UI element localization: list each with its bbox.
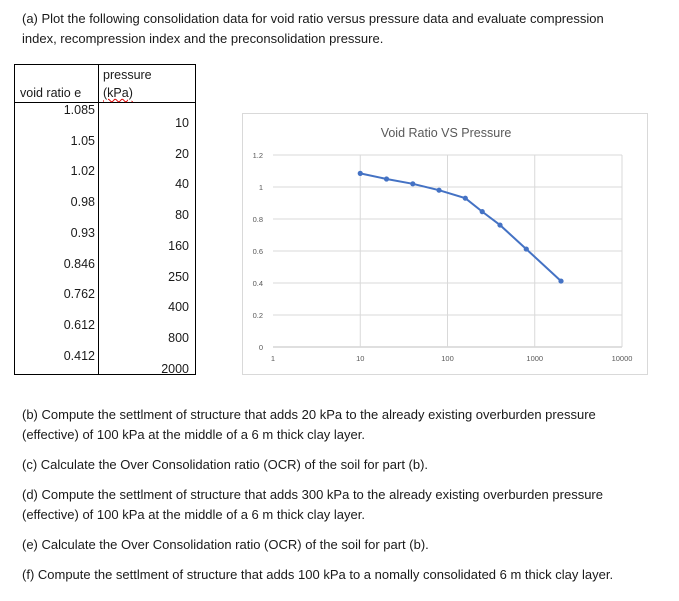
void-ratio-cell: 0.412	[63, 348, 95, 363]
y-tick-label: 0.8	[253, 215, 263, 224]
y-tick-label: 1.2	[253, 151, 263, 160]
chart-title: Void Ratio VS Pressure	[381, 126, 512, 140]
x-tick-label: 100	[441, 354, 454, 363]
void-ratio-cell: 0.612	[63, 317, 95, 332]
question-line: (d) Compute the settlment of structure t…	[22, 487, 603, 502]
void-ratio-cell: 1.02	[70, 164, 95, 179]
y-tick-label: 0.4	[253, 279, 263, 288]
pressure-cell: 2000	[161, 361, 189, 376]
y-tick-label: 0.2	[253, 311, 263, 320]
void-ratio-cell: 0.846	[63, 256, 95, 271]
y-tick-label: 1	[259, 183, 263, 192]
header-pressure: pressure	[103, 68, 152, 82]
data-point	[558, 278, 564, 284]
x-tick-label: 10	[356, 354, 364, 363]
void-ratio-cell: 0.98	[70, 195, 95, 210]
y-tick-label: 0	[259, 343, 263, 352]
pressure-cell: 10	[175, 116, 189, 130]
y-tick-label: 0.6	[253, 247, 263, 256]
void-ratio-chart: Void Ratio VS Pressure 0 0.2 0.4 0.6 0.8 1 1.2…	[242, 113, 648, 375]
question-line: (c) Calculate the Over Consolidation rat…	[22, 457, 429, 472]
table-divider	[15, 102, 195, 103]
question-a-line-1: (a) Plot the following consolidation dat…	[22, 11, 604, 26]
data-point	[383, 176, 390, 182]
data-point	[436, 187, 442, 193]
pressure-cell: 40	[175, 177, 189, 192]
question-line: (f) Compute the settlment of structure t…	[22, 567, 614, 582]
chart-svg: Void Ratio VS Pressure 0 0.2 0.4 0.6 0.8 1 1.2…	[253, 126, 633, 363]
header-void-ratio: void ratio e	[20, 86, 82, 100]
table-divider	[98, 65, 99, 374]
data-point	[462, 195, 468, 201]
x-tick-label: 10000	[612, 354, 633, 363]
question-line: (effective) of 100 kPa at the middle of …	[22, 507, 365, 522]
question-line: (effective) of 100 kPa at the middle of …	[22, 427, 365, 442]
question-a-line-2: index, recompression index and the preco…	[22, 31, 384, 46]
data-point	[357, 170, 363, 176]
data-point	[523, 246, 529, 252]
pressure-cell: 400	[168, 300, 189, 315]
data-point	[497, 222, 503, 228]
header-pressure-unit: (kPa)	[103, 86, 133, 100]
pressure-cell: 250	[168, 269, 189, 284]
pressure-cell: 800	[168, 330, 189, 345]
pressure-cell: 20	[175, 146, 189, 161]
pressure-cell: 80	[175, 208, 189, 223]
series-line	[360, 172, 562, 282]
void-ratio-cell: 1.085	[63, 103, 95, 117]
x-tick-label: 1	[271, 354, 275, 363]
void-ratio-cell: 0.93	[70, 225, 95, 240]
data-point	[479, 209, 485, 215]
void-ratio-cell: 0.762	[63, 287, 95, 302]
data-point	[410, 181, 416, 187]
x-tick-label: 1000	[526, 354, 543, 363]
void-ratio-cell: 1.05	[70, 133, 95, 148]
pressure-cell: 160	[168, 238, 189, 253]
question-line: (e) Calculate the Over Consolidation rat…	[22, 537, 429, 552]
data-table: void ratio e pressure (kPa) 1.085 10 1.05 2…	[14, 64, 196, 376]
question-line: (b) Compute the settlment of structure t…	[22, 407, 596, 422]
